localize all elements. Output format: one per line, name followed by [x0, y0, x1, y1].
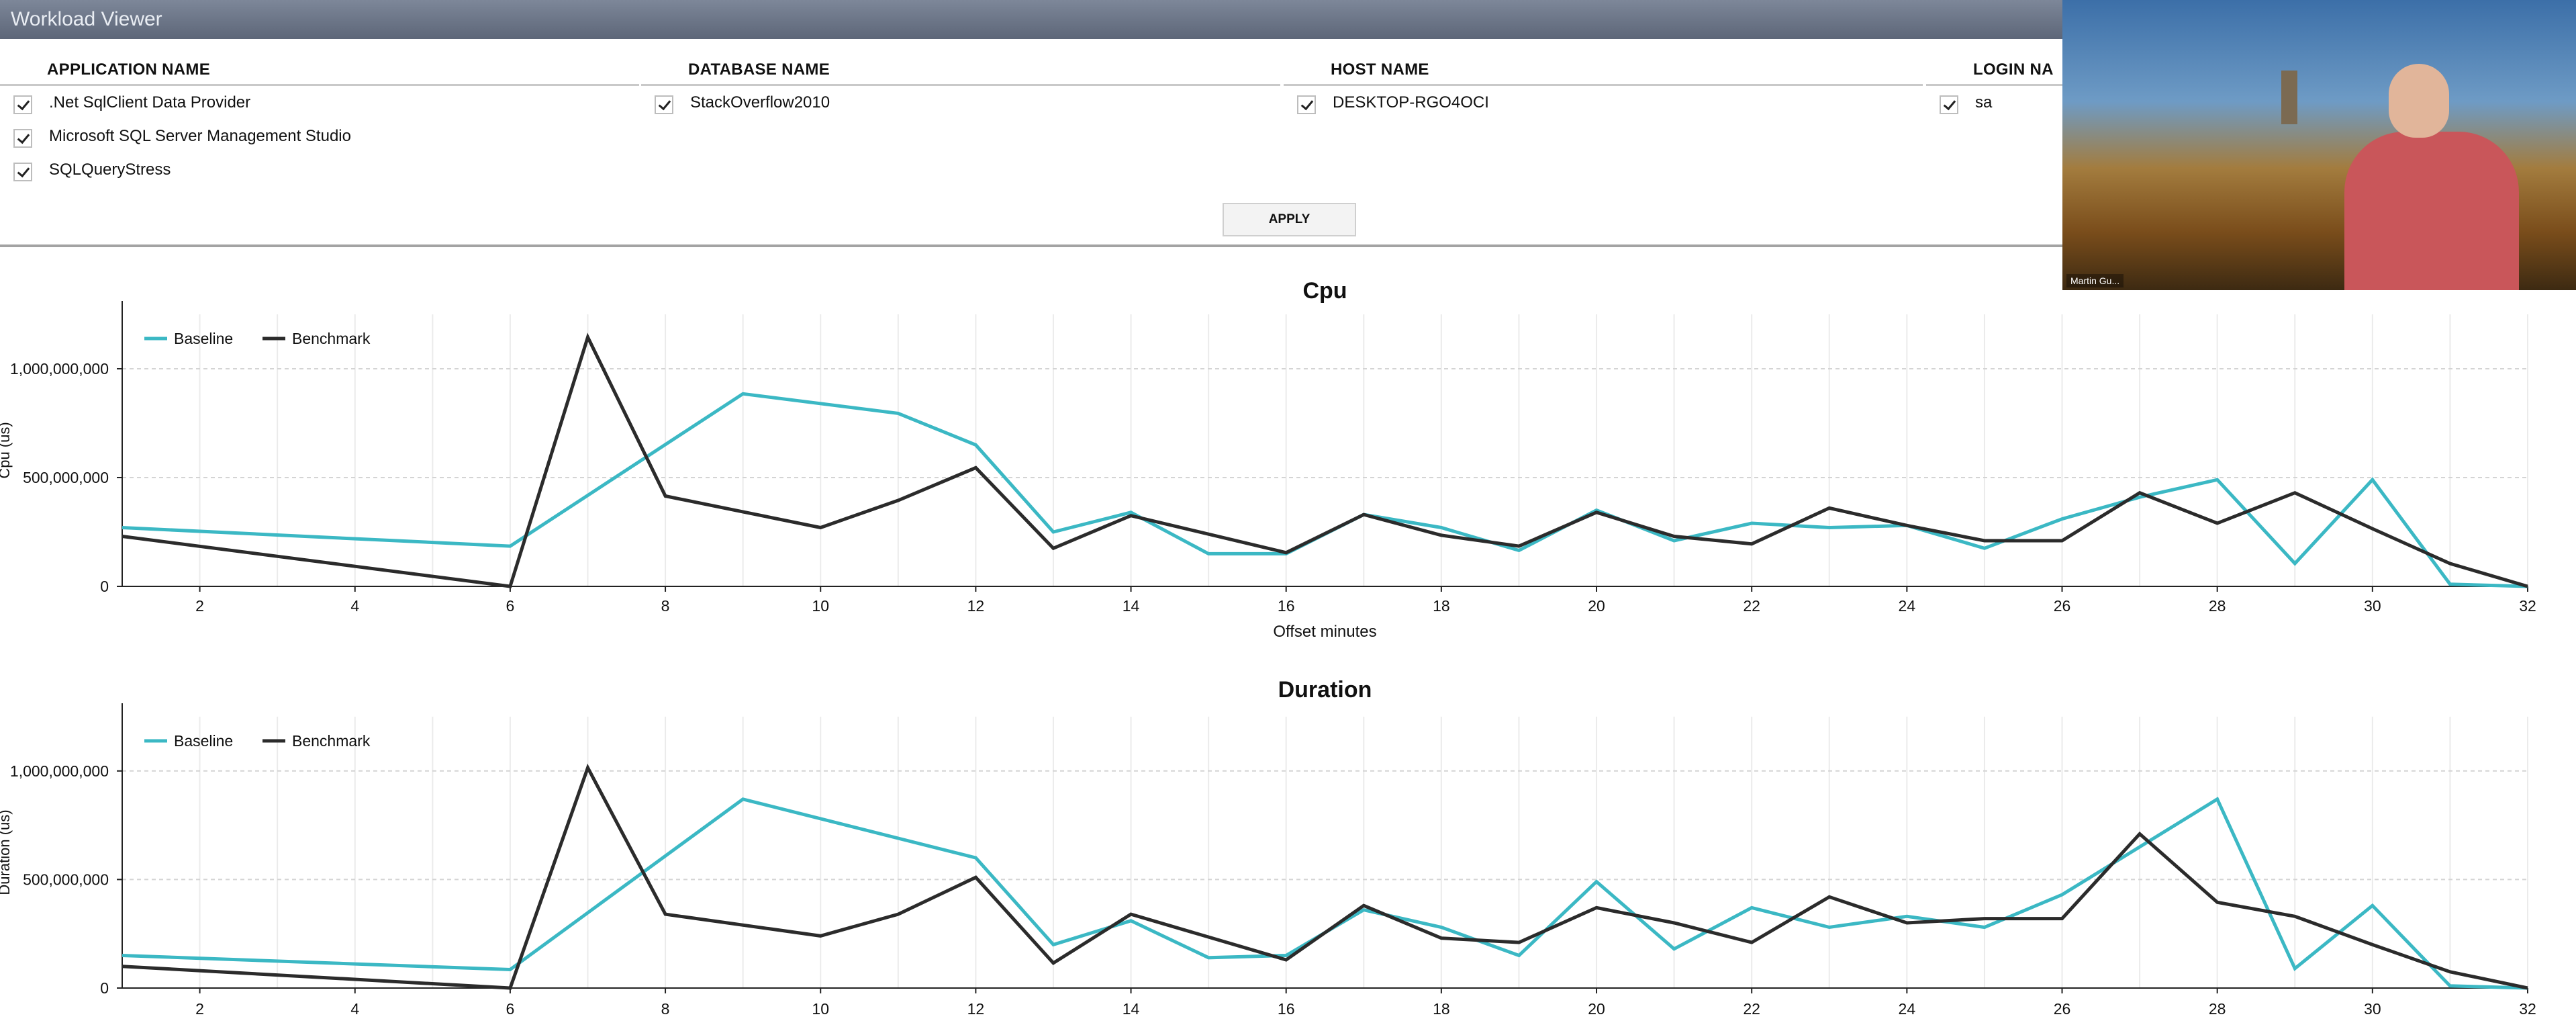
x-tick-label: 4	[350, 1000, 359, 1018]
baseline-series-line	[122, 392, 2528, 588]
checkbox-checked[interactable]	[1297, 95, 1316, 114]
x-tick-label: 12	[967, 597, 985, 615]
filter-item[interactable]: .Net SqlClient Data Provider	[0, 86, 639, 120]
x-tick-label: 28	[2209, 597, 2226, 615]
background-tower	[2281, 71, 2297, 124]
checkbox-checked[interactable]	[1940, 95, 1958, 114]
filter-item[interactable]: StackOverflow2010	[641, 86, 1280, 120]
x-tick-label: 10	[812, 1000, 829, 1018]
y-tick-label: 0	[100, 578, 109, 595]
chart-title: Cpu	[1302, 278, 1347, 304]
x-tick-label: 20	[1588, 597, 1605, 615]
x-tick-label: 16	[1278, 1000, 1295, 1018]
y-tick-label: 500,000,000	[23, 870, 109, 888]
y-axis-label: Cpu (us)	[0, 422, 13, 478]
benchmark-series-line	[122, 332, 2528, 588]
checkbox-checked[interactable]	[13, 163, 32, 181]
x-tick-label: 30	[2364, 597, 2381, 615]
y-tick-label: 0	[100, 979, 109, 997]
x-tick-label: 32	[2519, 1000, 2536, 1018]
filter-item[interactable]: Microsoft SQL Server Management Studio	[0, 120, 639, 153]
presenter-head	[2389, 64, 2449, 138]
x-tick-label: 2	[195, 1000, 204, 1018]
filter-item-label: StackOverflow2010	[690, 93, 830, 111]
application-name-filter: APPLICATION NAME .Net SqlClient Data Pro…	[0, 54, 639, 187]
x-tick-label: 4	[350, 597, 359, 615]
filter-item-label: .Net SqlClient Data Provider	[49, 93, 251, 111]
application-name-header[interactable]: APPLICATION NAME	[0, 54, 639, 86]
legend-label: Baseline	[174, 732, 233, 750]
legend-label: Benchmark	[292, 330, 371, 347]
x-tick-label: 16	[1278, 597, 1295, 615]
cpu-chart: Cpu 0 500,000,000 1,000,000,000 2 4 6 8 10 12 14 16…	[0, 269, 2576, 648]
filter-item-label: Microsoft SQL Server Management Studio	[49, 127, 351, 145]
panel-divider	[0, 244, 2576, 247]
x-tick-label: 14	[1123, 1000, 1140, 1018]
x-tick-label: 18	[1433, 597, 1450, 615]
x-tick-label: 20	[1588, 1000, 1605, 1018]
login-name-filter: LOGIN NA sa	[1926, 54, 2128, 120]
x-tick-label: 26	[2054, 1000, 2071, 1018]
chart-title: Duration	[1278, 677, 1372, 703]
x-tick-label: 30	[2364, 1000, 2381, 1018]
x-axis-label: Offset minutes	[1273, 623, 1376, 641]
filter-item[interactable]: DESKTOP-RGO4OCI	[1284, 86, 1923, 120]
y-tick-label: 1,000,000,000	[10, 360, 109, 377]
x-tick-label: 14	[1123, 597, 1140, 615]
baseline-series-line	[122, 797, 2528, 990]
x-tick-label: 12	[967, 1000, 985, 1018]
window-title: Workload Viewer	[11, 8, 162, 30]
x-tick-label: 24	[1899, 597, 1916, 615]
filter-item[interactable]: SQLQueryStress	[0, 153, 639, 187]
database-name-header[interactable]: DATABASE NAME	[641, 54, 1280, 86]
checkbox-checked[interactable]	[13, 129, 32, 148]
y-tick-label: 500,000,000	[23, 469, 109, 486]
x-tick-label: 26	[2054, 597, 2071, 615]
apply-button[interactable]: APPLY	[1223, 203, 1356, 236]
presenter-name-tag: Martin Gu...	[2066, 274, 2124, 287]
legend-label: Baseline	[174, 330, 233, 347]
database-name-filter: DATABASE NAME StackOverflow2010	[641, 54, 1280, 120]
x-tick-label: 18	[1433, 1000, 1450, 1018]
x-tick-label: 6	[506, 597, 515, 615]
checkbox-checked[interactable]	[13, 95, 32, 114]
x-tick-label: 22	[1743, 1000, 1760, 1018]
x-tick-label: 28	[2209, 1000, 2226, 1018]
presenter-body	[2344, 132, 2519, 290]
checkbox-checked[interactable]	[655, 95, 673, 114]
login-name-header[interactable]: LOGIN NA	[1926, 54, 2128, 86]
x-tick-label: 22	[1743, 597, 1760, 615]
x-tick-label: 2	[195, 597, 204, 615]
x-tick-label: 24	[1899, 1000, 1916, 1018]
filter-item-label: DESKTOP-RGO4OCI	[1333, 93, 1489, 111]
x-tick-label: 10	[812, 597, 829, 615]
webcam-overlay: Martin Gu...	[2062, 0, 2576, 290]
host-name-header[interactable]: HOST NAME	[1284, 54, 1923, 86]
host-name-filter: HOST NAME DESKTOP-RGO4OCI	[1284, 54, 1923, 120]
duration-chart: Duration 0 500,000,000 1,000,000,000 2 4 6 8 10 1…	[0, 668, 2576, 1027]
x-tick-label: 8	[661, 1000, 670, 1018]
filter-item-label: sa	[1975, 93, 1993, 111]
x-tick-label: 8	[661, 597, 670, 615]
y-tick-label: 1,000,000,000	[10, 762, 109, 780]
legend-label: Benchmark	[292, 732, 371, 750]
y-axis-label: Duration (us)	[0, 809, 13, 895]
x-tick-label: 6	[506, 1000, 515, 1018]
x-tick-label: 32	[2519, 597, 2536, 615]
filter-item-label: SQLQueryStress	[49, 161, 171, 179]
filter-item[interactable]: sa	[1926, 86, 2128, 120]
benchmark-series-line	[122, 763, 2528, 990]
